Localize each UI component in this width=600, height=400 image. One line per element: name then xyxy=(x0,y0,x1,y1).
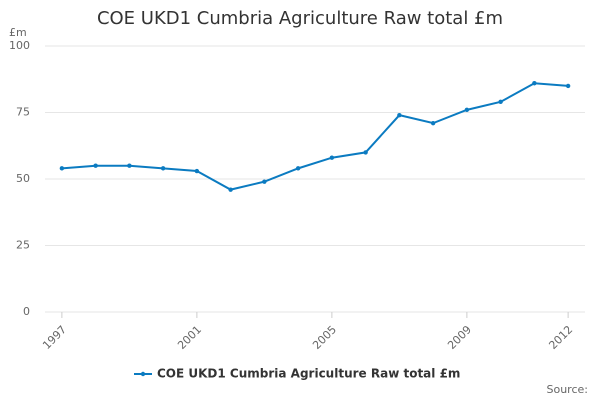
point xyxy=(430,120,436,126)
point xyxy=(228,187,233,192)
point xyxy=(160,166,166,171)
point xyxy=(59,166,65,171)
point xyxy=(397,112,402,118)
y-tick-label: 0 xyxy=(23,305,30,318)
point xyxy=(194,168,200,174)
point xyxy=(464,107,470,113)
point xyxy=(565,83,571,89)
point xyxy=(363,150,368,155)
x-tick-label: 2005 xyxy=(310,323,339,352)
line xyxy=(61,82,569,191)
x-tick-label: 2009 xyxy=(445,323,474,352)
point xyxy=(295,166,301,171)
x-tick-label: 2012 xyxy=(546,323,575,352)
point xyxy=(127,163,132,168)
legend-label: COE UKD1 Cumbria Agriculture Raw total £… xyxy=(157,367,460,381)
y-tick-label: 100 xyxy=(9,39,30,52)
point xyxy=(329,155,335,160)
y-tick-label: 50 xyxy=(16,172,30,185)
x-tick-label: 2001 xyxy=(175,323,204,352)
point xyxy=(93,163,98,168)
point xyxy=(262,179,267,184)
y-axis-label: £m xyxy=(9,26,27,39)
y-tick-label: 25 xyxy=(16,239,30,252)
point xyxy=(498,99,503,105)
y-tick-label: 75 xyxy=(16,106,30,119)
chart-title: COE UKD1 Cumbria Agriculture Raw total £… xyxy=(97,8,503,29)
x-tick-label: 1997 xyxy=(40,323,69,352)
source: Source: xyxy=(547,383,589,396)
point xyxy=(532,81,537,86)
legend-marker xyxy=(140,371,146,377)
